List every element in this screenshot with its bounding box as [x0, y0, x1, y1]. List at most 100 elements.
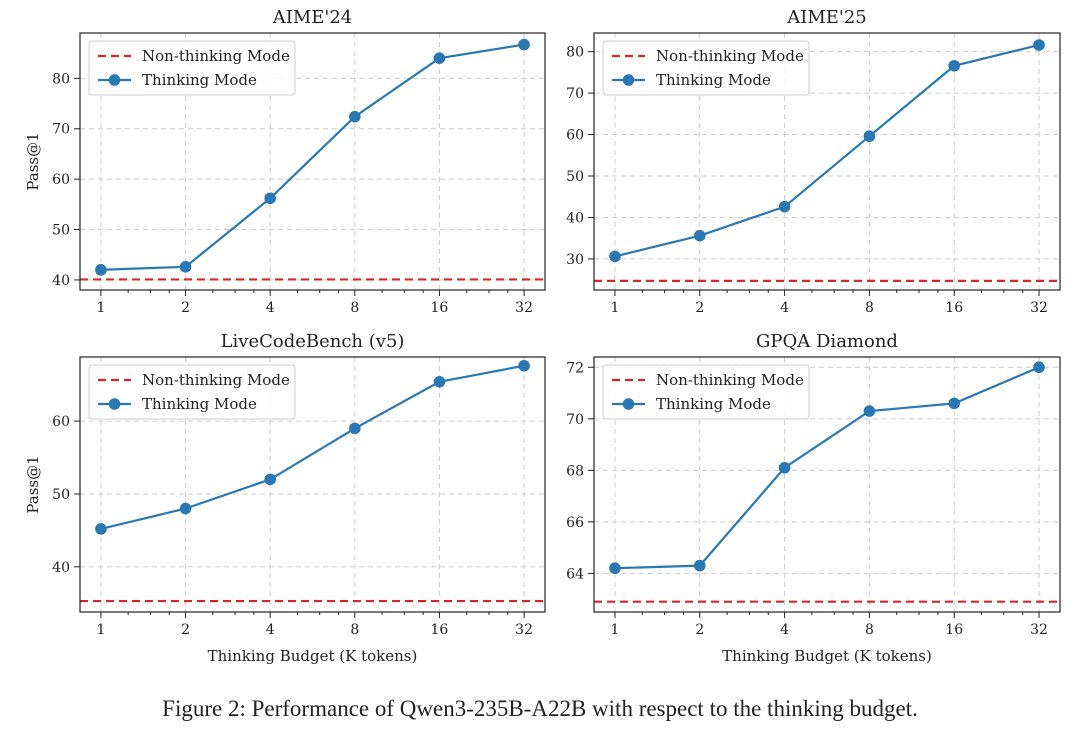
x-tick-label: 16: [431, 300, 449, 316]
thinking-point: [179, 502, 192, 515]
thinking-point: [518, 38, 530, 51]
y-tick-label: 68: [566, 463, 584, 479]
y-tick-label: 30: [566, 252, 584, 268]
y-tick-label: 80: [566, 45, 584, 61]
thinking-line: [100, 43, 525, 271]
chart-panel-3: 1 2 4 8 16 32 40 50 60 LiveCodeBench (v5) Pass@1 Th…: [24, 331, 546, 665]
legend-marker-thinking: [622, 398, 635, 410]
y-tick-label: 50: [52, 487, 70, 503]
thinking-point: [264, 473, 276, 486]
thinking-point: [95, 264, 107, 276]
x-tick-label: 8: [350, 622, 359, 638]
x-tick-label: 32: [515, 622, 533, 638]
x-tick-label: 32: [1030, 622, 1048, 638]
thinking-point: [948, 59, 961, 72]
y-tick-label: 40: [52, 273, 70, 289]
legend-label: Non-thinking Mode: [142, 371, 290, 389]
thinking-point: [778, 461, 791, 474]
legend: Non-thinking Mode Thinking Mode: [602, 364, 810, 420]
x-tick-label: 8: [865, 300, 874, 316]
thinking-line: [614, 366, 1040, 570]
x-tick-label: 4: [780, 622, 789, 638]
x-axis-label: Thinking Budget (K tokens): [722, 647, 932, 665]
x-tick-label: 4: [266, 300, 275, 316]
x-tick-label: 1: [96, 622, 105, 638]
x-tick-label: 16: [945, 622, 963, 638]
legend-label: Thinking Mode: [656, 395, 771, 413]
thinking-point: [95, 523, 107, 535]
axes-frame: [593, 32, 1061, 291]
legend-label: Non-thinking Mode: [656, 371, 804, 389]
axes-frame: [79, 32, 546, 291]
legend-label: Thinking Mode: [142, 395, 257, 413]
legend-marker-thinking: [622, 74, 635, 86]
x-axis-label: Thinking Budget (K tokens): [208, 647, 418, 665]
legend: Non-thinking Mode Thinking Mode: [88, 364, 296, 420]
y-tick-label: 60: [566, 128, 584, 144]
thinking-point: [433, 375, 446, 388]
thinking-point: [1033, 39, 1045, 51]
x-tick-label: 16: [945, 300, 963, 316]
thinking-point: [518, 359, 530, 372]
x-tick-label: 2: [695, 300, 704, 316]
thinking-point: [693, 229, 706, 242]
thinking-point: [778, 200, 791, 213]
y-tick-label: 40: [52, 560, 70, 576]
x-tick-label: 2: [695, 622, 704, 638]
legend-label: Non-thinking Mode: [656, 47, 804, 65]
y-tick-label: 80: [52, 71, 70, 87]
y-axis-label: Pass@1: [24, 455, 42, 513]
thinking-point: [863, 405, 876, 417]
x-tick-label: 1: [611, 300, 620, 316]
x-tick-label: 4: [266, 622, 275, 638]
legend-label: Thinking Mode: [142, 71, 257, 89]
legend-box: [602, 364, 810, 420]
x-tick-label: 2: [181, 300, 190, 316]
x-tick-label: 2: [181, 622, 190, 638]
chart-panel-4: 1 2 4 8 16 32 64 66 68 70 72 GPQA Diamond Thinking B…: [566, 331, 1061, 665]
chart-title: AIME'24: [272, 7, 353, 28]
legend-box: [88, 364, 296, 420]
thinking-line: [100, 364, 525, 531]
chart-title: LiveCodeBench (v5): [221, 331, 405, 352]
legend: Non-thinking Mode Thinking Mode: [602, 40, 810, 96]
x-tick-label: 32: [515, 300, 533, 316]
chart-title: GPQA Diamond: [756, 331, 898, 352]
legend-marker-thinking: [108, 74, 121, 86]
x-tick-label: 8: [350, 300, 359, 316]
y-tick-label: 72: [566, 360, 584, 376]
y-tick-label: 60: [52, 172, 70, 188]
thinking-point: [609, 250, 621, 263]
figure-caption: Figure 2: Performance of Qwen3-235B-A22B…: [162, 696, 918, 721]
x-tick-label: 8: [865, 622, 874, 638]
thinking-point: [609, 562, 621, 575]
thinking-point: [179, 261, 192, 273]
y-tick-label: 70: [566, 86, 584, 102]
y-tick-label: 40: [566, 210, 584, 226]
x-tick-label: 32: [1030, 300, 1048, 316]
chart-panel-2: 1 2 4 8 16 32 30 40 50 60 70 80 AIME'25 Non-thinking …: [566, 7, 1061, 316]
y-tick-label: 50: [566, 169, 584, 185]
y-tick-label: 70: [566, 412, 584, 428]
chart-panel-1: 1 2 4 8 16 32 40 50 60 70 80 AIME'24 Pass@1 Non-think…: [24, 7, 546, 316]
thinking-point: [948, 397, 961, 410]
legend-marker-thinking: [108, 398, 121, 410]
thinking-point: [433, 52, 446, 64]
legend-label: Non-thinking Mode: [142, 47, 290, 65]
y-tick-label: 70: [52, 122, 70, 138]
y-axis-label: Pass@1: [24, 132, 42, 190]
chart-title: AIME'25: [786, 7, 867, 28]
x-tick-label: 16: [431, 622, 449, 638]
y-tick-label: 64: [566, 566, 584, 582]
legend: Non-thinking Mode Thinking Mode: [88, 40, 296, 96]
thinking-point: [349, 110, 361, 123]
thinking-point: [349, 422, 361, 435]
y-tick-label: 50: [52, 223, 70, 239]
thinking-line: [614, 43, 1040, 258]
x-tick-label: 1: [96, 300, 105, 316]
thinking-point: [863, 130, 876, 143]
legend-box: [88, 40, 296, 96]
y-tick-label: 66: [566, 515, 584, 531]
axes-frame: [79, 356, 546, 613]
legend-box: [602, 40, 810, 96]
